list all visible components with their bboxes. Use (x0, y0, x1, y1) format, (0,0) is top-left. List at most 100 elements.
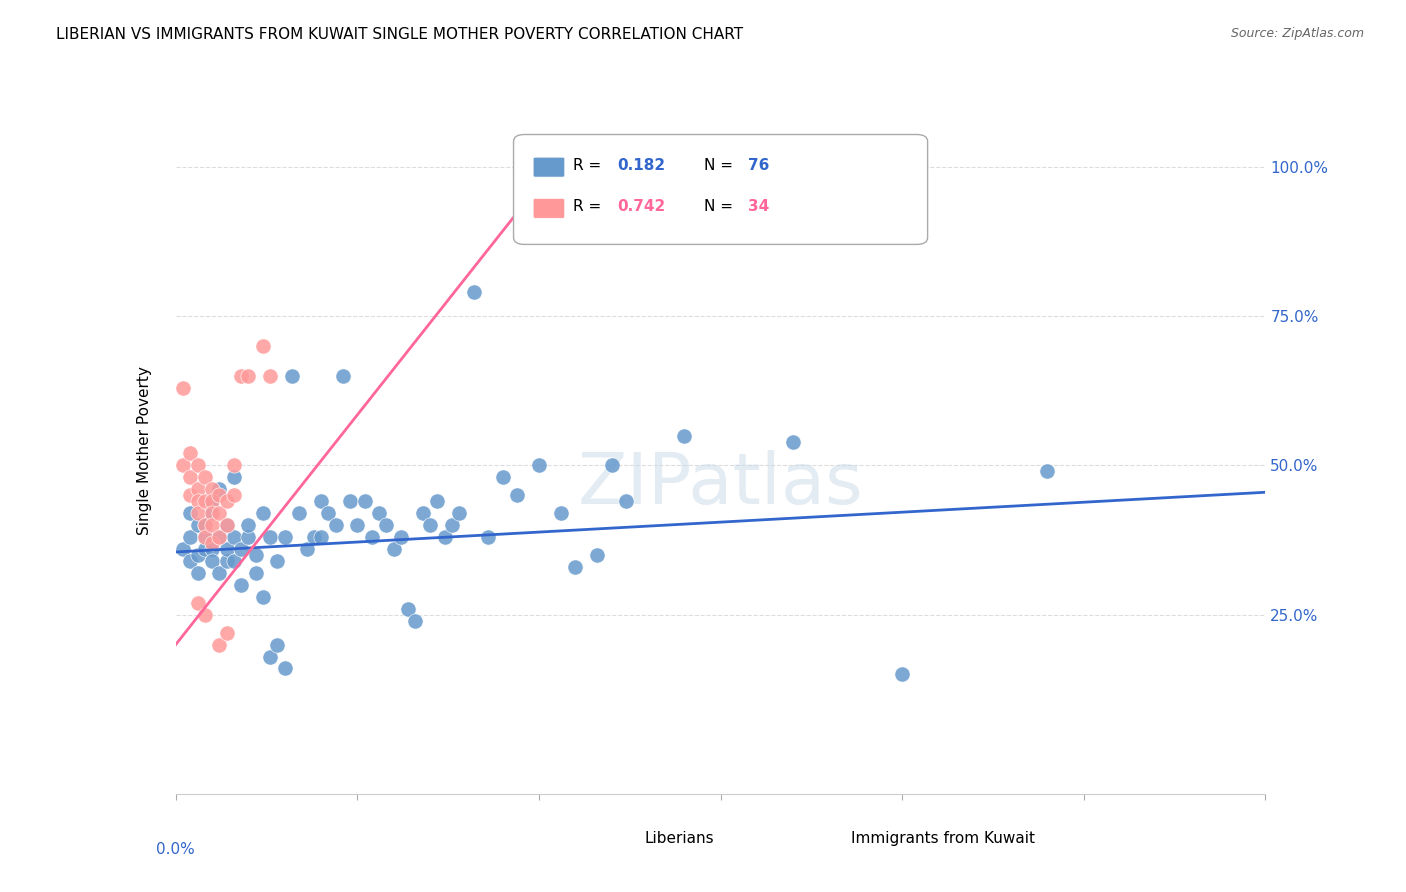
Point (179, 446, 201, 460)
Text: 34: 34 (748, 199, 769, 214)
Point (614, 494, 637, 508)
Text: Liberians: Liberians (644, 831, 714, 846)
Point (179, 530, 201, 544)
Point (419, 518, 441, 533)
Point (447, 506, 470, 520)
Point (274, 530, 297, 544)
Point (208, 530, 231, 544)
Point (405, 614, 427, 628)
Point (208, 566, 231, 580)
Point (433, 530, 456, 544)
Text: Immigrants from Kuwait: Immigrants from Kuwait (852, 831, 1035, 846)
Point (186, 596, 209, 610)
Text: N =: N = (704, 158, 734, 173)
Point (426, 494, 449, 508)
Point (215, 494, 238, 508)
Point (201, 536, 224, 550)
Point (564, 560, 586, 574)
Point (194, 530, 217, 544)
Point (194, 607, 217, 622)
Text: 0.0%: 0.0% (156, 842, 195, 857)
Point (600, 458, 623, 473)
FancyBboxPatch shape (817, 831, 845, 849)
Point (375, 518, 398, 533)
Text: R =: R = (574, 158, 602, 173)
Point (353, 494, 375, 508)
Point (194, 518, 217, 533)
Text: R =: R = (574, 199, 602, 214)
FancyBboxPatch shape (513, 135, 928, 244)
Point (309, 494, 332, 508)
Point (259, 649, 281, 664)
Point (245, 548, 267, 562)
Point (281, 368, 304, 383)
Point (325, 518, 347, 533)
Point (186, 458, 209, 473)
Point (339, 494, 361, 508)
Point (222, 554, 245, 568)
Point (252, 506, 274, 520)
Point (396, 601, 419, 615)
Point (208, 530, 231, 544)
Point (412, 506, 434, 520)
Text: 76: 76 (748, 158, 769, 173)
Point (208, 638, 231, 652)
Point (586, 548, 609, 562)
Point (172, 541, 194, 556)
Point (172, 381, 194, 395)
Point (238, 368, 260, 383)
Point (215, 625, 238, 640)
Point (891, 667, 914, 681)
Point (259, 530, 281, 544)
Point (302, 530, 325, 544)
Point (215, 554, 238, 568)
Point (492, 470, 515, 484)
Point (782, 434, 804, 449)
Text: LIBERIAN VS IMMIGRANTS FROM KUWAIT SINGLE MOTHER POVERTY CORRELATION CHART: LIBERIAN VS IMMIGRANTS FROM KUWAIT SINGL… (56, 27, 744, 42)
Point (238, 518, 260, 533)
Point (194, 530, 217, 544)
Point (222, 488, 245, 502)
Point (179, 488, 201, 502)
FancyBboxPatch shape (533, 157, 565, 178)
Point (1036, 464, 1059, 478)
Point (309, 530, 332, 544)
Point (201, 506, 224, 520)
Text: 0.742: 0.742 (617, 199, 665, 214)
Point (201, 541, 224, 556)
Point (179, 554, 201, 568)
Text: 0.182: 0.182 (617, 158, 665, 173)
Point (179, 470, 201, 484)
Point (332, 368, 354, 383)
Point (208, 483, 231, 497)
Point (318, 506, 340, 520)
Text: N =: N = (704, 199, 734, 214)
Point (194, 518, 217, 533)
Point (222, 530, 245, 544)
Point (382, 541, 405, 556)
Point (179, 506, 201, 520)
Point (186, 494, 209, 508)
Y-axis label: Single Mother Poverty: Single Mother Poverty (138, 366, 152, 535)
Point (215, 541, 238, 556)
Point (208, 506, 231, 520)
Point (266, 554, 288, 568)
Point (673, 428, 696, 442)
Point (215, 518, 238, 533)
Point (194, 541, 217, 556)
Point (274, 661, 297, 675)
Point (201, 494, 224, 508)
Point (368, 506, 391, 520)
Point (527, 160, 550, 174)
Point (231, 578, 253, 592)
Point (506, 488, 529, 502)
FancyBboxPatch shape (533, 198, 565, 219)
Point (238, 530, 260, 544)
Point (194, 494, 217, 508)
Point (527, 458, 550, 473)
Point (201, 494, 224, 508)
Point (186, 566, 209, 580)
Point (550, 506, 572, 520)
Point (186, 548, 209, 562)
Point (222, 458, 245, 473)
